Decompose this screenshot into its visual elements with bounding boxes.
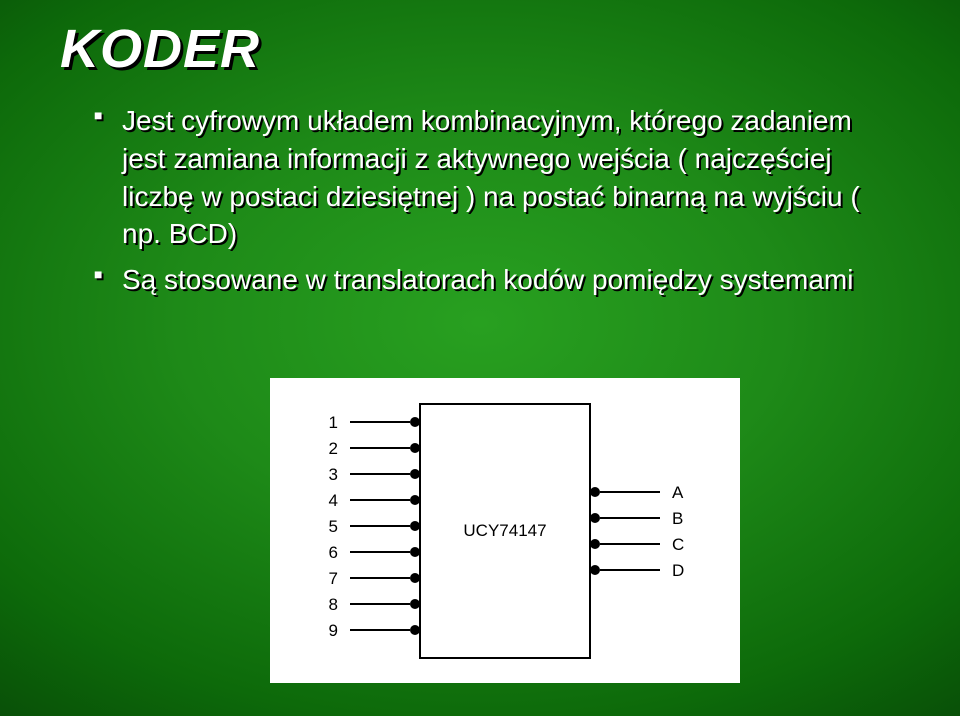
input-pin-label: 3 <box>329 465 338 484</box>
output-pin-label: B <box>672 509 683 528</box>
input-pin-bubble <box>410 573 420 583</box>
input-pin-bubble <box>410 599 420 609</box>
output-pin-label: D <box>672 561 684 580</box>
input-pin-bubble <box>410 547 420 557</box>
output-pin-label: C <box>672 535 684 554</box>
slide-title: KODER <box>60 18 900 80</box>
input-pin-label: 1 <box>329 413 338 432</box>
input-pin-label: 6 <box>329 543 338 562</box>
input-pin-label: 4 <box>329 491 338 510</box>
bullet-item: Jest cyfrowym układem kombinacyjnym, któ… <box>94 102 900 253</box>
bullet-item: Są stosowane w translatorach kodów pomię… <box>94 261 900 299</box>
input-pin-label: 5 <box>329 517 338 536</box>
slide: KODER Jest cyfrowym układem kombinacyjny… <box>0 0 960 716</box>
input-pin-bubble <box>410 443 420 453</box>
chip-label: UCY74147 <box>463 521 546 540</box>
output-pin-bubble <box>590 487 600 497</box>
output-pin-bubble <box>590 513 600 523</box>
bullet-list: Jest cyfrowym układem kombinacyjnym, któ… <box>94 102 900 299</box>
input-pin-bubble <box>410 495 420 505</box>
output-pins: ABCD <box>590 483 684 580</box>
output-pin-bubble <box>590 539 600 549</box>
input-pin-label: 9 <box>329 621 338 640</box>
output-pin-bubble <box>590 565 600 575</box>
input-pins: 1 2 3 4 5 6 7 8 9 <box>329 413 420 640</box>
input-pin-label: 8 <box>329 595 338 614</box>
input-pin-bubble <box>410 417 420 427</box>
input-pin-bubble <box>410 625 420 635</box>
encoder-schematic-svg: UCY74147 1 2 3 4 5 6 7 8 9 ABCD <box>270 378 740 683</box>
output-pin-label: A <box>672 483 684 502</box>
input-pin-label: 2 <box>329 439 338 458</box>
input-pin-bubble <box>410 521 420 531</box>
input-pin-bubble <box>410 469 420 479</box>
encoder-diagram: UCY74147 1 2 3 4 5 6 7 8 9 ABCD <box>270 378 740 683</box>
input-pin-label: 7 <box>329 569 338 588</box>
